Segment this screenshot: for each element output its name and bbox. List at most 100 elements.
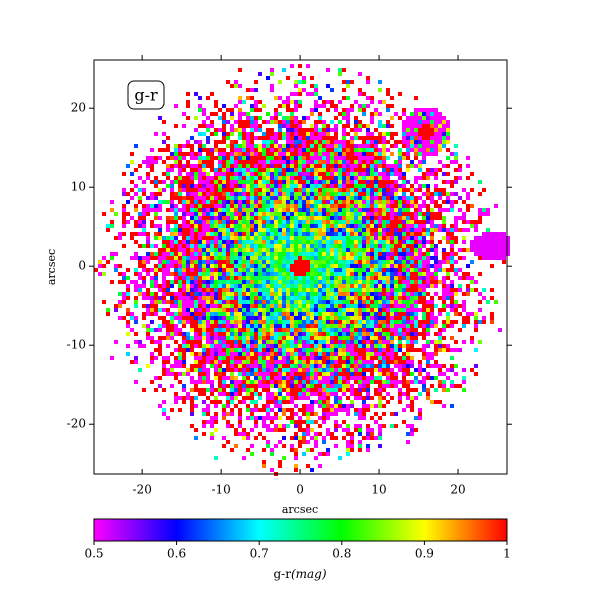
pixel (134, 208, 138, 212)
pixel (290, 208, 294, 212)
pixel (210, 236, 214, 240)
pixel (330, 232, 334, 236)
pixel (142, 212, 146, 216)
pixel (222, 252, 226, 256)
pixel (342, 164, 346, 168)
pixel (342, 204, 346, 208)
pixel (254, 372, 258, 376)
pixel (202, 288, 206, 292)
pixel (250, 224, 254, 228)
pixel (150, 256, 154, 260)
pixel (114, 264, 118, 268)
pixel (370, 120, 374, 124)
pixel (398, 272, 402, 276)
pixel (238, 240, 242, 244)
pixel (302, 372, 306, 376)
pixel (338, 368, 342, 372)
pixel (434, 360, 438, 364)
pixel (438, 136, 442, 140)
pixel (246, 308, 250, 312)
pixel (250, 360, 254, 364)
pixel (354, 124, 358, 128)
pixel (430, 316, 434, 320)
pixel (374, 260, 378, 264)
pixel (346, 144, 350, 148)
pixel (198, 324, 202, 328)
pixel (310, 180, 314, 184)
pixel (290, 260, 294, 264)
pixel (138, 260, 142, 264)
pixel (338, 256, 342, 260)
pixel (314, 316, 318, 320)
pixel (270, 248, 274, 252)
pixel (346, 248, 350, 252)
pixel (474, 252, 478, 256)
pixel (394, 324, 398, 328)
pixel (310, 220, 314, 224)
pixel (230, 156, 234, 160)
pixel (262, 236, 266, 240)
pixel (210, 196, 214, 200)
pixel (226, 108, 230, 112)
pixel (414, 136, 418, 140)
pixel (222, 284, 226, 288)
pixel (302, 288, 306, 292)
pixel (262, 196, 266, 200)
pixel (318, 200, 322, 204)
pixel (190, 268, 194, 272)
pixel (306, 92, 310, 96)
pixel (362, 316, 366, 320)
pixel (366, 256, 370, 260)
pixel (374, 128, 378, 132)
pixel (354, 284, 358, 288)
pixel (454, 340, 458, 344)
pixel (350, 260, 354, 264)
pixel (214, 240, 218, 244)
pixel (318, 160, 322, 164)
pixel (326, 340, 330, 344)
pixel (254, 228, 258, 232)
pixel (154, 156, 158, 160)
pixel (426, 208, 430, 212)
pixel (342, 224, 346, 228)
pixel (342, 340, 346, 344)
pixel (286, 324, 290, 328)
pixel (154, 308, 158, 312)
pixel (318, 132, 322, 136)
pixel (322, 292, 326, 296)
pixel (278, 220, 282, 224)
pixel (110, 252, 114, 256)
pixel (434, 352, 438, 356)
pixel (286, 304, 290, 308)
pixel (426, 228, 430, 232)
pixel (182, 348, 186, 352)
pixel (242, 212, 246, 216)
pixel (334, 180, 338, 184)
pixel (370, 332, 374, 336)
pixel (178, 284, 182, 288)
pixel (366, 264, 370, 268)
pixel (230, 248, 234, 252)
pixel (442, 256, 446, 260)
pixel (246, 208, 250, 212)
pixel (490, 248, 494, 252)
pixel (298, 344, 302, 348)
pixel (466, 284, 470, 288)
pixel (362, 228, 366, 232)
pixel (238, 148, 242, 152)
pixel (338, 252, 342, 256)
pixel (266, 348, 270, 352)
pixel (138, 284, 142, 288)
pixel (134, 224, 138, 228)
pixel (238, 112, 242, 116)
pixel (302, 316, 306, 320)
pixel (146, 312, 150, 316)
pixel (350, 272, 354, 276)
pixel (366, 156, 370, 160)
pixel (186, 228, 190, 232)
pixel (166, 260, 170, 264)
pixel (218, 272, 222, 276)
pixel (146, 272, 150, 276)
pixel (258, 236, 262, 240)
pixel (242, 368, 246, 372)
